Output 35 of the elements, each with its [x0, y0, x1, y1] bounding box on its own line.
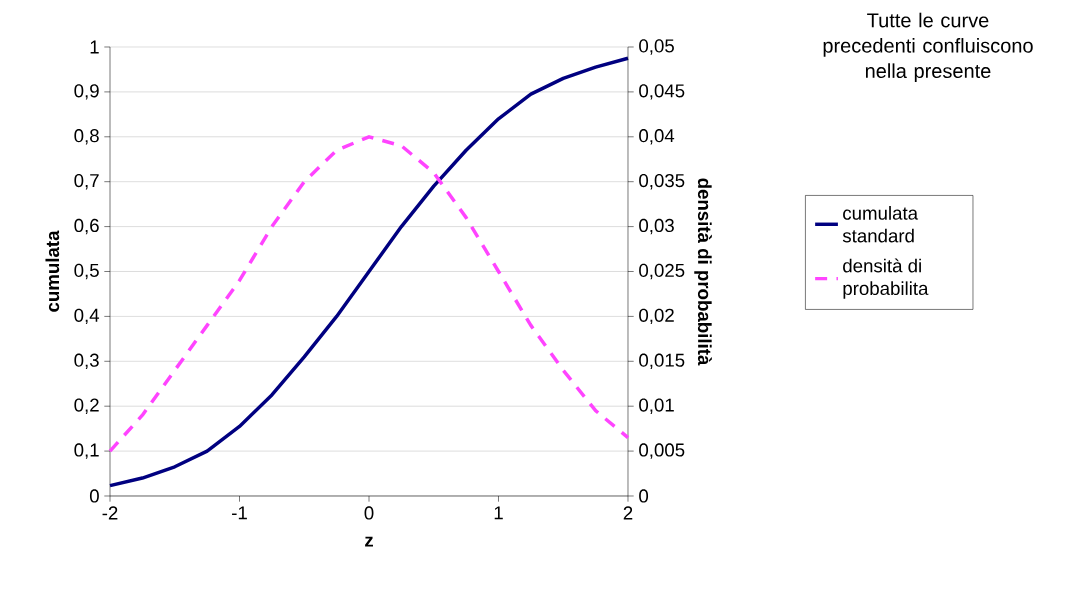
- y-tick-label: 0,5: [74, 263, 99, 280]
- y2-tick-label: 0,01: [639, 398, 674, 414]
- y-tick-label: 0,6: [74, 218, 99, 235]
- line-series: [108, 135, 630, 453]
- x-tick-label: 1: [494, 506, 503, 520]
- x-tick-label: 0: [364, 506, 374, 520]
- x-tick-label: -1: [232, 506, 247, 520]
- y2-tick-label: 0,04: [639, 129, 675, 145]
- y-tick-label: 0,9: [74, 84, 99, 100]
- y2-tick-label: 0,025: [639, 263, 685, 280]
- y-tick-label: 0,7: [74, 173, 99, 190]
- y-tick-label: 0,8: [74, 129, 99, 145]
- y-tick-label: 0: [89, 489, 99, 503]
- y-tick-label: 0,2: [74, 398, 99, 414]
- y2-tick-label: 0,015: [639, 353, 685, 369]
- y2-tick-label: 0,02: [639, 308, 674, 325]
- line-series: [108, 56, 630, 488]
- x-tick-label: 2: [623, 506, 633, 520]
- y2-tick-label: 0,005: [639, 443, 685, 459]
- legend-label: cumulata standard: [842, 206, 919, 243]
- y2-axis-title: densità di probabilità: [694, 178, 712, 366]
- y2-tick-label: 0,035: [639, 173, 685, 190]
- y-tick-label: 0,4: [74, 308, 100, 325]
- legend-label: densità di probabilita: [843, 258, 929, 299]
- x-tick-label: -2: [102, 506, 118, 520]
- y2-tick-label: 0,03: [639, 218, 674, 235]
- y2-tick-label: 0: [639, 489, 649, 503]
- y-tick-label: 0,1: [74, 443, 99, 459]
- y2-tick-label: 0,05: [639, 39, 674, 55]
- text: Tutte le curve precedenti confluiscono nella presente: [823, 12, 1033, 82]
- x-axis-title: z: [365, 536, 373, 547]
- y-axis-title: cumulata: [45, 230, 60, 312]
- y-tick-label: 1: [90, 40, 99, 54]
- y2-tick-label: 0,045: [639, 84, 685, 100]
- y-tick-label: 0,3: [74, 353, 99, 369]
